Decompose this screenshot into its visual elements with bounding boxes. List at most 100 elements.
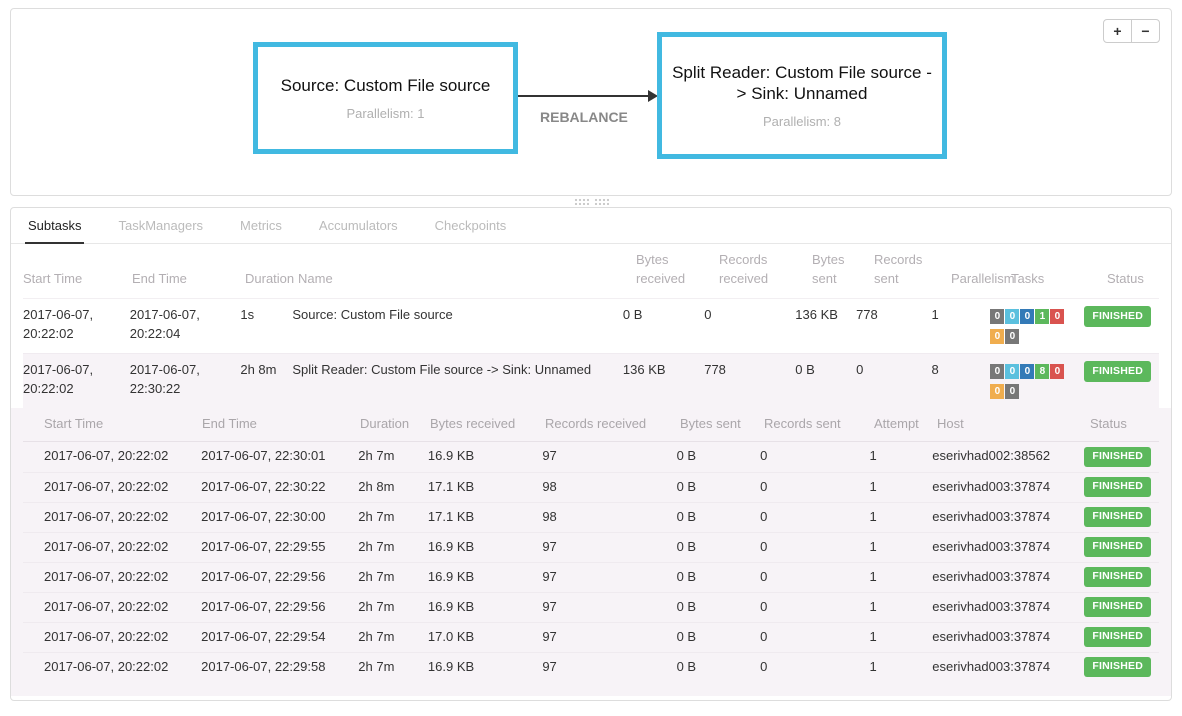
status-cell: FINISHED — [1084, 299, 1159, 334]
tasks-cell: 0 0 0 8 00 0 — [990, 354, 1084, 408]
start-time-cell: 2017-06-07, 20:22:02 — [44, 538, 169, 554]
tab-subtasks[interactable]: Subtasks — [25, 209, 85, 244]
bytes-received-cell: 17.0 KB — [427, 628, 475, 644]
column-header: Bytes sent — [812, 252, 845, 286]
host-cell: eserivhad003:37874 — [932, 628, 1051, 644]
bytes-received-cell: 16.9 KB — [427, 568, 475, 584]
task-count-badge: 0 — [990, 363, 1005, 379]
task-count-badge: 0 — [1005, 308, 1020, 324]
records-received-cell: 778 — [704, 361, 726, 377]
duration-cell: 2h 7m — [358, 658, 395, 674]
bytes-sent-cell: 0 B — [676, 448, 697, 464]
graph-node-source[interactable]: Source: Custom File source Parallelism: … — [253, 42, 518, 154]
task-count-badge: 0 — [1005, 328, 1020, 344]
host-cell: eserivhad003:37874 — [932, 598, 1051, 614]
status-badge: FINISHED — [1084, 360, 1151, 382]
subtask-detail-row: 2017-06-07, 20:22:02 2017-06-07, 22:29:5… — [23, 590, 1159, 624]
detail-tabs: Subtasks TaskManagers Metrics Accumulato… — [11, 208, 1171, 244]
end-time-cell: 2017-06-07, 22:30:22 — [201, 478, 326, 494]
start-time-cell: 2017-06-07, 20:22:02 — [23, 361, 94, 396]
start-time-cell: 2017-06-07, 20:22:02 — [44, 598, 169, 614]
subtask-summary-row[interactable]: 2017-06-07, 20:22:02 2017-06-07, 22:30:2… — [23, 352, 1159, 408]
end-time-cell: 2017-06-07, 22:30:00 — [201, 508, 326, 524]
records-received-cell: 97 — [542, 538, 557, 554]
bytes-sent-cell: 0 B — [676, 568, 697, 584]
column-header: Parallelism — [951, 270, 1015, 286]
subtask-detail-section: Start Time End Time Duration Bytes recei… — [11, 407, 1171, 696]
records-sent-cell: 0 — [760, 628, 768, 644]
subtask-detail-row: 2017-06-07, 20:22:02 2017-06-07, 22:29:5… — [23, 561, 1159, 592]
status-cell: FINISHED — [1084, 354, 1159, 389]
status-badge: FINISHED — [1084, 477, 1152, 498]
column-header: Status — [1090, 415, 1127, 431]
subtask-detail-row: 2017-06-07, 20:22:02 2017-06-07, 22:29:5… — [23, 531, 1159, 562]
end-time-cell: 2017-06-07, 22:29:58 — [201, 658, 326, 674]
start-time-cell: 2017-06-07, 20:22:02 — [44, 568, 169, 584]
status-cell: FINISHED — [1084, 620, 1159, 654]
column-header: Records received — [545, 415, 647, 431]
parallelism-cell: 8 — [931, 361, 939, 377]
records-sent-cell: 0 — [760, 538, 768, 554]
column-header: Name — [298, 270, 333, 286]
status-badge: FINISHED — [1084, 537, 1152, 558]
tab-metrics[interactable]: Metrics — [240, 218, 282, 233]
duration-cell: 2h 7m — [358, 448, 395, 464]
records-received-cell: 98 — [542, 478, 557, 494]
attempt-cell: 1 — [869, 448, 877, 464]
end-time-cell: 2017-06-07, 22:30:22 — [129, 361, 200, 396]
duration-cell: 2h 7m — [358, 568, 395, 584]
records-sent-cell: 0 — [760, 448, 768, 464]
tab-taskmanagers[interactable]: TaskManagers — [118, 218, 204, 233]
bytes-sent-cell: 0 B — [676, 508, 697, 524]
task-count-badge: 0 — [1020, 308, 1035, 324]
tab-checkpoints[interactable]: Checkpoints — [434, 218, 507, 233]
status-badge: FINISHED — [1084, 305, 1151, 327]
duration-cell: 2h 7m — [358, 628, 395, 644]
zoom-in-button[interactable]: + — [1103, 19, 1132, 43]
duration-cell: 2h 7m — [358, 508, 395, 524]
end-time-cell: 2017-06-07, 22:30:01 — [201, 448, 326, 464]
duration-cell: 2h 7m — [358, 538, 395, 554]
duration-cell: 2h 8m — [240, 361, 277, 377]
status-badge: FINISHED — [1084, 657, 1152, 678]
tasks-cell: 0 0 0 1 00 0 — [990, 299, 1084, 353]
column-header: Duration — [245, 270, 295, 286]
graph-edge-arrow — [518, 90, 658, 102]
column-header: Duration — [360, 415, 410, 431]
records-sent-cell: 0 — [760, 478, 768, 494]
column-header: Host — [937, 415, 964, 431]
status-badge: FINISHED — [1084, 567, 1152, 588]
bytes-sent-cell: 0 B — [676, 538, 697, 554]
tab-accumulators[interactable]: Accumulators — [318, 218, 398, 233]
start-time-cell: 2017-06-07, 20:22:02 — [44, 448, 169, 464]
status-badge: FINISHED — [1084, 507, 1152, 528]
graph-node-title: Source: Custom File source — [280, 75, 491, 95]
task-name-cell: Source: Custom File source — [292, 306, 453, 322]
attempt-cell: 1 — [869, 508, 877, 524]
zoom-out-button[interactable]: − — [1131, 19, 1160, 43]
splitter-drag-handle[interactable] — [573, 198, 609, 205]
bytes-received-cell: 16.9 KB — [427, 538, 475, 554]
column-header: End Time — [132, 270, 187, 286]
end-time-cell: 2017-06-07, 22:29:56 — [201, 568, 326, 584]
records-sent-cell: 0 — [760, 568, 768, 584]
start-time-cell: 2017-06-07, 20:22:02 — [44, 658, 169, 674]
graph-node-split-reader[interactable]: Split Reader: Custom File source -> Sink… — [657, 32, 947, 159]
column-header: Attempt — [874, 415, 919, 431]
status-cell: FINISHED — [1084, 590, 1159, 624]
job-graph-panel: Source: Custom File source Parallelism: … — [10, 8, 1172, 196]
panel-splitter — [0, 196, 1182, 207]
column-header: Bytes received — [430, 415, 516, 431]
bytes-sent-cell: 0 B — [676, 598, 697, 614]
detail-table-header: Start Time End Time Duration Bytes recei… — [23, 408, 1159, 442]
subtask-detail-row: 2017-06-07, 20:22:02 2017-06-07, 22:29:5… — [23, 620, 1159, 654]
subtask-summary-row[interactable]: 2017-06-07, 20:22:02 2017-06-07, 20:22:0… — [23, 297, 1159, 353]
drag-dots-icon — [573, 198, 589, 205]
subtask-detail-row: 2017-06-07, 20:22:02 2017-06-07, 22:30:0… — [23, 501, 1159, 532]
bytes-sent-cell: 0 B — [676, 478, 697, 494]
host-cell: eserivhad003:37874 — [932, 658, 1051, 674]
task-count-badge: 0 — [1005, 383, 1020, 399]
parallelism-cell: 1 — [931, 306, 939, 322]
status-cell: FINISHED — [1084, 650, 1159, 684]
column-header: Start Time — [44, 415, 104, 431]
